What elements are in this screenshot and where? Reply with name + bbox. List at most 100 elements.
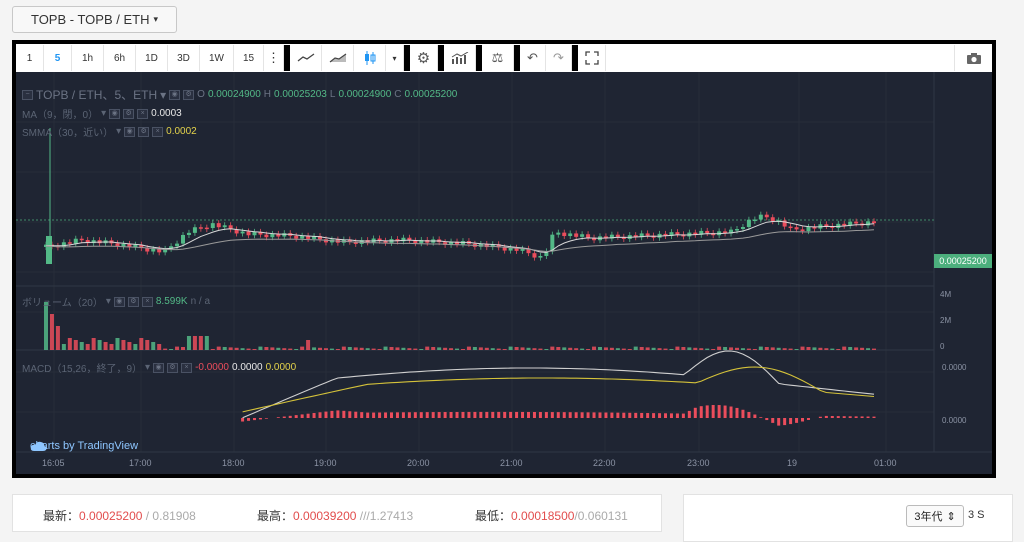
volume-bar bbox=[276, 347, 281, 350]
volume-bar bbox=[240, 348, 245, 350]
area-chart-icon[interactable] bbox=[322, 45, 354, 71]
macd-hist-bar bbox=[461, 411, 465, 418]
volume-bar bbox=[460, 349, 465, 350]
settings-icon[interactable]: ⚙ bbox=[123, 108, 135, 119]
candle bbox=[562, 232, 567, 237]
redo-icon[interactable]: ↷ bbox=[546, 45, 572, 71]
macd-hist-bar bbox=[801, 418, 805, 422]
interval-1w[interactable]: 1W bbox=[200, 45, 234, 71]
eye-icon[interactable]: ◉ bbox=[153, 362, 165, 373]
interval-3d[interactable]: 3D bbox=[168, 45, 200, 71]
interval-5m[interactable]: 5 bbox=[44, 45, 72, 71]
price-chart[interactable]: − TOPB / ETH、5、ETH ▾ ◉ ⚙ O 0.00024900 H 0.0… bbox=[16, 72, 992, 474]
gear-icon[interactable]: ⚙ bbox=[410, 45, 438, 71]
macd-hist-bar bbox=[550, 412, 554, 418]
macd-hist-bar bbox=[473, 411, 477, 418]
volume-bar bbox=[157, 344, 162, 350]
line-chart-icon[interactable] bbox=[290, 45, 322, 71]
ma-legend[interactable]: MA（9，閉，0） ▾ ◉ ⚙ × 0.0003 bbox=[22, 106, 182, 121]
volume-bar bbox=[508, 346, 513, 350]
camera-icon[interactable] bbox=[954, 45, 992, 71]
candle bbox=[204, 227, 209, 230]
close-icon[interactable]: × bbox=[137, 108, 149, 119]
macd-hist-bar bbox=[848, 416, 852, 418]
interval-1m[interactable]: 1 bbox=[16, 45, 44, 71]
period-suffix: 3 S bbox=[968, 509, 985, 521]
candle bbox=[175, 243, 180, 247]
candle bbox=[127, 243, 132, 248]
macd-hist-bar bbox=[604, 412, 608, 418]
volume-bar bbox=[181, 347, 186, 350]
period-select[interactable]: 3年代 ⇕ bbox=[906, 505, 964, 527]
candle bbox=[770, 217, 775, 222]
eye-icon[interactable]: ◉ bbox=[124, 126, 136, 137]
undo-icon[interactable]: ↶ bbox=[520, 45, 546, 71]
candle bbox=[824, 224, 829, 227]
chevron-down-icon[interactable]: ▾ bbox=[116, 126, 122, 137]
eye-icon[interactable]: ◉ bbox=[109, 108, 121, 119]
volume-bar bbox=[699, 348, 704, 350]
interval-1d[interactable]: 1D bbox=[136, 45, 168, 71]
interval-15[interactable]: 15 bbox=[234, 45, 264, 71]
macd-hist-bar bbox=[527, 411, 531, 418]
volume-bar bbox=[121, 340, 126, 350]
interval-6h[interactable]: 6h bbox=[104, 45, 136, 71]
macd-hist-bar bbox=[622, 412, 626, 418]
smma-legend[interactable]: SMMA（30，近い） ▾ ◉ ⚙ × 0.0002 bbox=[22, 124, 197, 139]
open-value: 0.00024900 bbox=[207, 89, 261, 100]
settings-icon[interactable]: ⚙ bbox=[127, 296, 139, 307]
scale-icon[interactable]: ⚖ bbox=[482, 45, 514, 71]
stat-latest-value: 0.00025200 bbox=[79, 509, 143, 523]
eye-icon[interactable]: ◉ bbox=[169, 89, 181, 100]
macd-hist-bar bbox=[360, 412, 364, 418]
fullscreen-icon[interactable] bbox=[578, 45, 606, 71]
volume-bar bbox=[717, 346, 722, 350]
volume-bar bbox=[866, 348, 871, 350]
volume-bar bbox=[79, 342, 84, 350]
interval-1h[interactable]: 1h bbox=[72, 45, 104, 71]
close-icon[interactable]: × bbox=[181, 362, 193, 373]
settings-icon[interactable]: ⚙ bbox=[167, 362, 179, 373]
more-intervals-icon[interactable]: ⋮ bbox=[264, 45, 284, 71]
macd-legend[interactable]: MACD（15,26，終了，9） ▾ ◉ ⚙ × -0.0000 0.0000 0.… bbox=[22, 360, 296, 375]
candle bbox=[228, 225, 233, 230]
main-series-legend[interactable]: − TOPB / ETH、5、ETH ▾ ◉ ⚙ O 0.00024900 H 0.0… bbox=[22, 86, 457, 103]
candle bbox=[246, 231, 251, 236]
macd-hist-bar bbox=[789, 418, 793, 425]
macd-hist-bar bbox=[294, 415, 298, 418]
volume-bar bbox=[234, 347, 239, 350]
volume-bar bbox=[204, 336, 209, 350]
settings-icon[interactable]: ⚙ bbox=[138, 126, 150, 137]
volume-bar bbox=[353, 347, 358, 350]
volume-legend[interactable]: ボリューム（20） ▾ ◉ ⚙ × 8.599K n / a bbox=[22, 294, 210, 309]
candlestick-icon[interactable] bbox=[354, 45, 386, 71]
macd-hist-bar bbox=[312, 412, 316, 418]
tradingview-watermark[interactable]: charts by TradingView bbox=[30, 440, 138, 452]
close-icon[interactable]: × bbox=[141, 296, 153, 307]
eye-icon[interactable]: ◉ bbox=[113, 296, 125, 307]
chevron-down-icon[interactable]: ▾ bbox=[101, 108, 107, 119]
candle bbox=[455, 241, 460, 245]
candle bbox=[407, 237, 412, 241]
candle bbox=[419, 239, 424, 244]
chevron-down-icon[interactable]: ▾ bbox=[160, 87, 167, 102]
chart-type-dropdown-icon[interactable]: ▾ bbox=[386, 45, 404, 71]
candle bbox=[216, 223, 221, 228]
candle bbox=[240, 231, 245, 234]
volume-bar bbox=[872, 348, 876, 350]
close-icon[interactable]: × bbox=[152, 126, 164, 137]
volume-bar bbox=[312, 347, 317, 350]
macd-hist-bar bbox=[330, 410, 334, 418]
collapse-icon[interactable]: − bbox=[22, 89, 33, 100]
pair-selector-button[interactable]: TOPB - TOPB / ETH ▾ bbox=[12, 6, 177, 33]
indicators-icon[interactable] bbox=[444, 45, 476, 71]
chevron-down-icon[interactable]: ▾ bbox=[145, 362, 151, 373]
volume-bar bbox=[782, 348, 787, 350]
candle bbox=[800, 229, 805, 232]
volume-bar bbox=[550, 346, 555, 350]
series-symbol: TOPB / ETH、5、ETH bbox=[36, 88, 158, 102]
settings-icon[interactable]: ⚙ bbox=[183, 89, 195, 100]
stat-low-value: 0.00018500 bbox=[511, 509, 575, 523]
chevron-down-icon[interactable]: ▾ bbox=[105, 296, 111, 307]
volume-bar bbox=[127, 342, 132, 350]
